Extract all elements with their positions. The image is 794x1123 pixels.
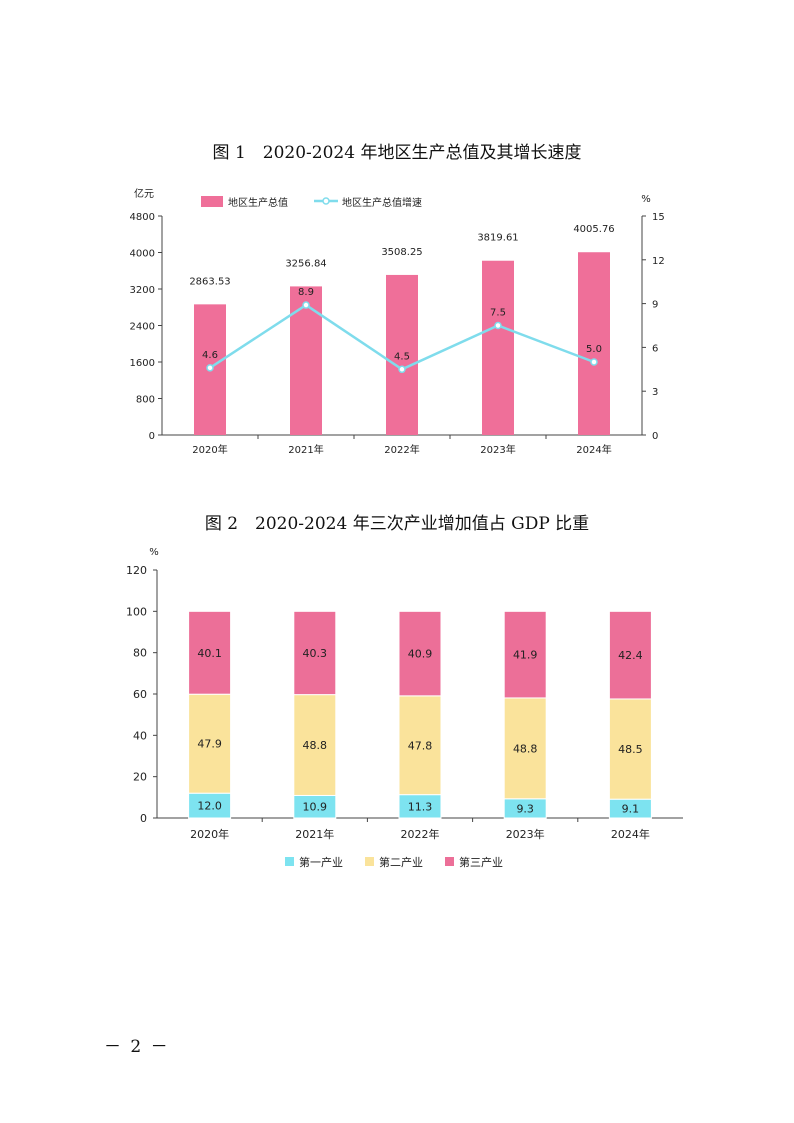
chart1-growth: 0 800 1600 2400 3200 4000 4800 亿元 0 3 6 9 12 15% 2020年… [130, 187, 665, 456]
chart2-x-tick-label: 2023年 [506, 827, 545, 841]
chart1-bar [386, 274, 418, 435]
chart2-y-unit: % [149, 547, 159, 558]
chart1-bar-label: 2863.53 [189, 276, 230, 287]
chart1-legend-bar-label: 地区生产总值 [228, 196, 288, 209]
chart2-segment-label: 41.9 [513, 649, 538, 662]
chart1-growth-label: 7.5 [490, 308, 506, 319]
chart2-bar-segment [398, 695, 442, 796]
chart2-bar-segment [503, 697, 547, 800]
chart1-bar-label: 3819.61 [477, 233, 518, 244]
chart1-growth-label: 4.6 [202, 350, 218, 361]
chart2-bar-segment [188, 693, 232, 794]
chart2-segment-label: 40.3 [303, 647, 328, 660]
chart2-segment-label: 10.9 [303, 801, 328, 814]
chart2-segment-label: 47.8 [408, 739, 433, 752]
chart2-segment-label: 42.4 [618, 649, 643, 662]
chart1-left-tick-label: 3200 [130, 285, 155, 296]
chart1-x-tick-label: 2021年 [288, 443, 323, 456]
chart1-right-tick-label: 3 [652, 387, 658, 398]
chart1-legend-bar-swatch [201, 196, 223, 207]
chart2-segment-label: 47.9 [197, 738, 222, 751]
chart2-x-tick-label: 2020年 [190, 827, 229, 841]
chart1-right-tick-label: 0 [652, 431, 658, 442]
chart1-x-tick-label: 2022年 [384, 443, 419, 456]
chart1-growth-point [206, 364, 214, 372]
chart1-x-tick-label: 2020年 [192, 443, 227, 456]
chart1-growth-label: 4.5 [394, 351, 410, 362]
chart2-y-tick-label: 100 [126, 605, 147, 618]
chart2-legend-label: 第一产业 [299, 855, 343, 869]
chart2-legend-label: 第二产业 [379, 855, 423, 869]
chart1-right-tick-label: 9 [652, 300, 658, 311]
chart2-bar-segment [188, 610, 232, 695]
chart2-segment-label: 9.1 [622, 803, 640, 816]
chart2-legend-swatch [445, 857, 454, 866]
chart2-legend-swatch [365, 857, 374, 866]
chart1-bar-label: 4005.76 [573, 224, 614, 235]
chart2-bar-segment [503, 610, 547, 699]
chart2-segment-label: 12.0 [197, 800, 222, 813]
chart1-right-tick-label: 15 [652, 212, 665, 223]
chart2-segment-label: 48.8 [303, 739, 328, 752]
chart1-bar [578, 252, 610, 435]
chart2-x-tick-label: 2022年 [401, 827, 440, 841]
chart2-segment-label: 9.3 [516, 802, 534, 815]
chart2-legend-label: 第三产业 [459, 855, 503, 869]
chart2-segment-label: 40.1 [197, 647, 222, 660]
page-number: － 2 － [104, 1037, 170, 1057]
chart1-left-tick-label: 0 [149, 431, 155, 442]
chart1-bar-label: 3508.25 [381, 247, 422, 258]
chart1-x-tick-label: 2023年 [480, 443, 515, 456]
chart1-bar-label: 3256.84 [285, 258, 326, 269]
chart1-legend-line-marker [322, 197, 330, 205]
chart1-legend-line-label: 地区生产总值增速 [342, 196, 422, 209]
figure2-title: 图 2 2020-2024 年三次产业增加值占 GDP 比重 [204, 514, 590, 534]
chart1-growth-point [302, 301, 310, 309]
chart2-y-tick-label: 60 [133, 688, 147, 701]
chart2-segment-label: 40.9 [408, 648, 433, 661]
chart2-x-tick-label: 2024年 [611, 827, 650, 841]
chart1-left-unit: 亿元 [134, 187, 154, 200]
chart2-bar-segment [188, 792, 232, 819]
chart2-segment-label: 11.3 [408, 800, 433, 813]
chart2-legend-swatch [285, 857, 294, 866]
chart1-left-tick-label: 800 [136, 395, 155, 406]
chart1-x-tick-label: 2024年 [576, 443, 611, 456]
chart2-bar-segment [293, 610, 337, 696]
chart1-growth-label: 8.9 [298, 287, 314, 298]
chart2-segment-label: 48.8 [513, 742, 538, 755]
chart2-y-tick-label: 40 [133, 729, 147, 742]
chart2-industry-share: 0 20 40 60 80 100 120% 2020年 2021年 2022年 2023年 2024… [126, 547, 683, 869]
figure1-title: 图 1 2020-2024 年地区生产总值及其增长速度 [212, 143, 582, 163]
chart1-right-unit: % [641, 194, 651, 205]
chart2-segment-label: 48.5 [618, 743, 643, 756]
chart1-right-tick-label: 6 [652, 343, 658, 354]
chart1-growth-point [398, 365, 406, 374]
chart2-bar-segment [398, 610, 442, 697]
chart2-y-tick-label: 80 [133, 647, 147, 660]
chart2-x-tick-label: 2021年 [295, 827, 334, 841]
chart1-bar [482, 260, 514, 435]
chart1-growth-point [494, 321, 502, 330]
chart1-right-tick-label: 12 [652, 256, 665, 267]
chart2-bar-segment [608, 610, 652, 700]
chart2-y-tick-label: 0 [140, 812, 147, 825]
chart1-left-tick-label: 1600 [130, 358, 155, 369]
chart1-left-tick-label: 4000 [130, 249, 155, 260]
chart1-left-tick-label: 4800 [130, 212, 155, 223]
chart1-growth-label: 5.0 [586, 344, 602, 355]
chart2-y-tick-label: 20 [133, 771, 147, 784]
chart2-y-tick-label: 120 [126, 564, 147, 577]
chart1-left-tick-label: 2400 [130, 322, 155, 333]
chart1-growth-point [590, 358, 598, 366]
chart2-bar-segment [293, 694, 337, 796]
